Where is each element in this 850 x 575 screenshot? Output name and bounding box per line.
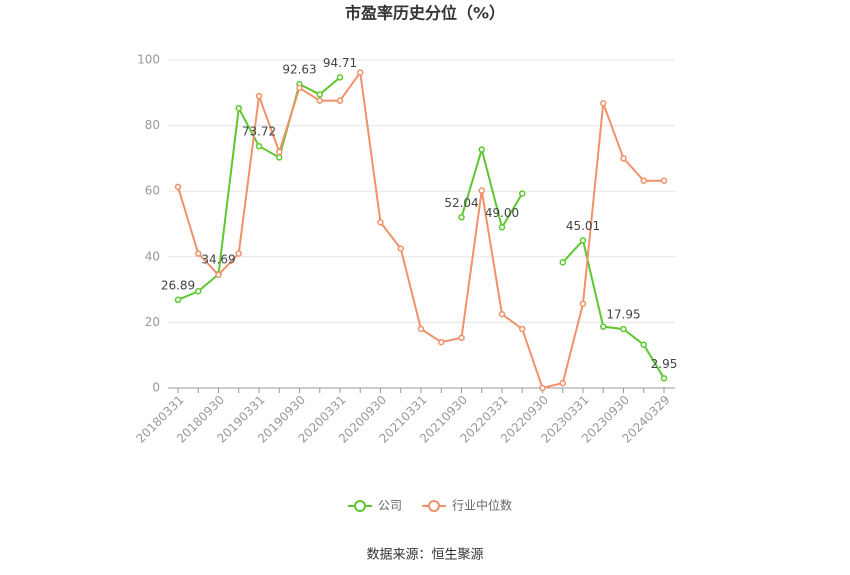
legend-swatch xyxy=(428,500,441,512)
point xyxy=(215,271,222,279)
data-label: 49.00 xyxy=(485,206,519,220)
y-tick-label: 60 xyxy=(145,184,160,198)
point xyxy=(498,310,506,318)
point xyxy=(195,287,202,295)
data-label: 2.95 xyxy=(651,357,678,371)
point xyxy=(336,74,344,81)
point xyxy=(377,219,384,226)
point xyxy=(559,379,566,387)
point xyxy=(296,84,303,92)
y-tick-label: 0 xyxy=(152,381,160,395)
point xyxy=(498,224,506,231)
source: 数据来源：恒生聚源 xyxy=(366,548,483,563)
point xyxy=(458,214,465,221)
y-tick-label: 100 xyxy=(137,53,160,67)
legend-label: 公司 xyxy=(378,499,402,513)
point xyxy=(660,375,668,382)
point xyxy=(417,325,425,333)
legend-label: 行业中位数 xyxy=(452,498,512,513)
point xyxy=(559,259,566,266)
data-label: 45.01 xyxy=(566,219,600,233)
data-label: 73.72 xyxy=(242,125,276,139)
point xyxy=(519,190,526,197)
point xyxy=(316,91,323,98)
data-label: 94.71 xyxy=(323,56,357,70)
point xyxy=(235,250,242,257)
point xyxy=(478,146,485,153)
point xyxy=(195,250,202,257)
point xyxy=(438,338,445,346)
point xyxy=(600,323,607,330)
point xyxy=(640,177,647,184)
point xyxy=(579,300,587,307)
point xyxy=(255,142,263,150)
point xyxy=(276,154,283,161)
point xyxy=(276,148,283,156)
point xyxy=(336,97,344,104)
point xyxy=(316,97,323,104)
point xyxy=(600,100,607,107)
data-label: 34.69 xyxy=(201,253,235,267)
point xyxy=(579,237,587,244)
point xyxy=(640,341,647,348)
point xyxy=(519,325,526,333)
point xyxy=(357,69,364,76)
point xyxy=(539,384,546,392)
point xyxy=(660,177,668,184)
point xyxy=(478,187,485,194)
y-tick-label: 20 xyxy=(145,315,160,329)
point xyxy=(620,155,627,162)
data-label: 52.04 xyxy=(444,196,478,210)
point xyxy=(397,245,404,252)
point xyxy=(235,104,242,112)
data-label: 26.89 xyxy=(161,278,195,292)
point xyxy=(174,183,182,191)
data-label: 17.95 xyxy=(606,308,640,322)
point xyxy=(620,325,627,333)
data-label: 92.63 xyxy=(282,63,316,77)
chart-title: 市盈率历史分位（%） xyxy=(345,4,505,23)
y-tick-label: 80 xyxy=(145,118,160,132)
point xyxy=(174,296,182,304)
point xyxy=(458,334,465,342)
point xyxy=(255,92,263,100)
y-tick-label: 40 xyxy=(145,249,160,263)
legend-swatch xyxy=(354,500,366,512)
